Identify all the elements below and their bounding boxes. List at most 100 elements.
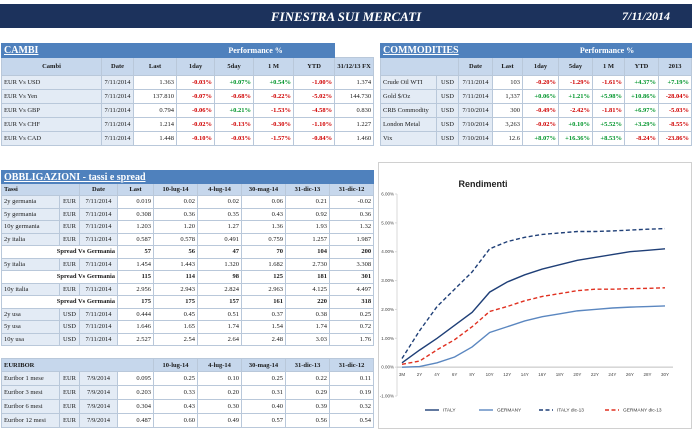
cell: 0.54 — [329, 413, 375, 428]
header-blank — [380, 57, 459, 76]
cell: 0.49 — [197, 413, 243, 428]
cell: +1.21% — [558, 89, 593, 104]
y-tick-label: 6.00% — [381, 192, 394, 197]
legend-label: ITALY dic-13 — [557, 408, 584, 414]
cell: -0.06% — [176, 103, 216, 118]
row-label: 2y italia — [1, 232, 60, 246]
cell: -1.10% — [293, 117, 336, 132]
x-tick-label: 2Y — [417, 372, 423, 377]
page-title: FINESTRA SUI MERCATI — [270, 9, 422, 24]
cell: -0.20% — [522, 75, 559, 90]
series-line — [401, 287, 666, 365]
column-header: 5day — [214, 57, 255, 76]
column-header: YTD — [624, 57, 659, 76]
row-label: 2y usa — [1, 307, 60, 321]
cell: 157 — [197, 295, 242, 309]
cell: -0.68% — [214, 89, 255, 104]
cell: EUR — [59, 195, 80, 209]
cell: 137.810 — [132, 89, 178, 104]
cell: +0.07% — [214, 75, 255, 90]
x-tick-label: 18Y — [556, 372, 564, 377]
series-line — [401, 248, 666, 364]
row-label: Spread Vs Germania — [1, 270, 118, 284]
cell: -23.86% — [657, 131, 692, 146]
cell: -0.03% — [176, 75, 216, 90]
column-header: Date — [79, 183, 118, 196]
cell: EUR — [59, 385, 80, 400]
data-row: 10y germania EUR 7/11/2014 1.203 1.20 1.27 1.3… — [1, 220, 375, 234]
cell: -0.02 — [328, 195, 375, 209]
cell: 0.02 — [153, 195, 198, 209]
cell: -1.81% — [592, 103, 625, 118]
data-row: London Metal USD 7/10/2014 3,263 -0.02% +0.10… — [380, 117, 692, 132]
cell: +0.10% — [558, 117, 593, 132]
cell: 1.203 — [117, 220, 154, 234]
cell: 7/11/2014 — [458, 75, 493, 90]
cell: 175 — [117, 295, 154, 309]
cell: USD — [436, 131, 459, 146]
cell: 0.40 — [241, 399, 287, 414]
section-row: COMMODITIES Performance % — [380, 43, 692, 58]
cell: -0.22% — [253, 89, 295, 104]
x-tick-label: 3M — [399, 372, 406, 377]
cell: 0.830 — [334, 103, 375, 118]
data-row: EUR Vs CHF 7/11/2014 1.214 -0.02% -0.13% -0.3… — [1, 117, 375, 132]
cell: EUR — [59, 282, 80, 296]
cell: 7/10/2014 — [458, 103, 493, 118]
cell: -0.13% — [214, 117, 255, 132]
x-tick-label: 14Y — [521, 372, 529, 377]
bonds-table: OBBLIGAZIONI - tassi e spread Tassi Date La… — [0, 170, 375, 346]
column-header: 31-dic-13 — [285, 358, 331, 372]
x-tick-label: 8Y — [469, 372, 475, 377]
cell: USD — [59, 320, 80, 334]
column-header: 1 M — [592, 57, 625, 76]
cell: 0.56 — [285, 413, 331, 428]
cell: 0.29 — [285, 385, 331, 400]
cell: 200 — [328, 245, 375, 259]
data-row: CRB Commodity USD 7/10/2014 300 -0.49% -2.42%… — [380, 103, 692, 118]
cell: 7/11/2014 — [79, 307, 118, 321]
cell: 1.448 — [132, 131, 178, 146]
column-header: Last — [132, 57, 178, 76]
cell: USD — [436, 117, 459, 132]
cell: 1.74 — [285, 320, 330, 334]
group-label: Performance % — [521, 43, 692, 58]
section-title: CAMBI — [0, 43, 178, 58]
row-label: 5y germania — [1, 207, 60, 221]
cell: 1.320 — [197, 257, 242, 271]
cell: USD — [436, 75, 459, 90]
cell: 12.6 — [492, 131, 523, 146]
row-label: Crude Oil WTI — [380, 75, 437, 90]
data-row: EUR Vs Yen 7/11/2014 137.810 -0.07% -0.68% -0… — [1, 89, 375, 104]
cell: 0.37 — [241, 307, 286, 321]
cell: 2.730 — [285, 257, 330, 271]
cell: 7/11/2014 — [79, 320, 118, 334]
x-tick-label: 6Y — [452, 372, 458, 377]
cell: -0.10% — [176, 131, 216, 146]
cell: 0.19 — [329, 385, 375, 400]
cell: 0.38 — [285, 307, 330, 321]
cell: USD — [59, 307, 80, 321]
cell: 3,263 — [492, 117, 523, 132]
cell: 0.36 — [328, 207, 375, 221]
column-header: 4-lug-14 — [197, 358, 243, 372]
cell: 0.11 — [329, 371, 375, 386]
data-row: 5y germania EUR 7/11/2014 0.308 0.36 0.35 0.43… — [1, 207, 375, 221]
header-row: EURIBOR 10-lug-14 4-lug-14 30-mag-14 31-dic-… — [0, 358, 375, 372]
cell: 7/11/2014 — [79, 195, 118, 209]
cell: 1.93 — [285, 220, 330, 234]
cell: 0.794 — [132, 103, 178, 118]
cell: 0.019 — [117, 195, 154, 209]
cell: 2.963 — [241, 282, 286, 296]
cell: +6.97% — [624, 103, 659, 118]
cell: 181 — [285, 270, 330, 284]
row-label: CRB Commodity — [380, 103, 437, 118]
row-label: Gold $/Oz — [380, 89, 437, 104]
cell: EUR — [59, 207, 80, 221]
cell: USD — [436, 103, 459, 118]
cell: 7/11/2014 — [79, 257, 118, 271]
cell: 0.25 — [153, 371, 199, 386]
cell: 7/11/2014 — [101, 103, 134, 118]
chart-title: Rendimenti — [458, 179, 507, 189]
